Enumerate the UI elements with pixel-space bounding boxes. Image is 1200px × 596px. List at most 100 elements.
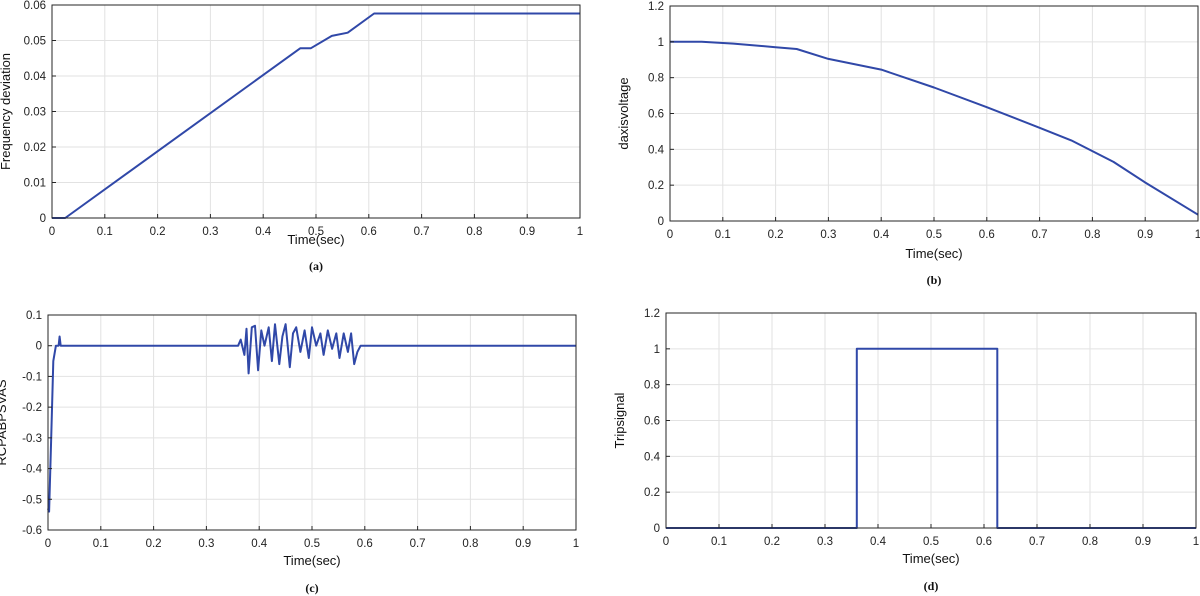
- x-tick-label-a: 0.8: [466, 226, 482, 238]
- x-ticks-c: 0 0.1 0.2 0.3 0.4 0.5 0.6 0.7 0.8 0.9 1: [45, 526, 579, 550]
- x-ticks-d: 0 0.1 0.2 0.3 0.4 0.5 0.6 0.7 0.8 0.9 1: [663, 524, 1199, 548]
- x-tick-label-c: 0.9: [515, 538, 531, 550]
- x-tick-label-b: 0: [667, 229, 673, 241]
- x-tick-label-a: 0.3: [202, 226, 218, 238]
- y-tick-label-b: 0.4: [648, 144, 665, 156]
- y-axis-label-c: RCPABPSVAS: [0, 379, 9, 466]
- series-line-a: [52, 12, 580, 219]
- y-tick-label-c: -0.5: [22, 494, 42, 506]
- x-tick-label-d: 0.2: [764, 536, 780, 548]
- x-tick-label-c: 0.7: [410, 538, 426, 550]
- y-tick-label-c: 0.1: [26, 310, 42, 322]
- y-tick-label-c: -0.4: [22, 464, 42, 476]
- x-tick-label-a: 0: [49, 226, 55, 238]
- grid-c: [47, 314, 577, 531]
- x-tick-label-d: 0.6: [976, 536, 992, 548]
- panel-d: 0 0.1 0.2 0.3 0.4 0.5 0.6 0.7 0.8 0.9 1 0 0.2 0.4 0.6…: [612, 308, 1199, 593]
- y-tick-label-b: 0.8: [648, 73, 664, 85]
- y-ticks-c: -0.6 -0.5 -0.4 -0.3 -0.2 -0.1 0 0.1: [22, 310, 52, 537]
- x-tick-label-d: 0: [663, 536, 669, 548]
- y-tick-label-b: 0: [658, 216, 664, 228]
- grid-b: [669, 5, 1199, 222]
- x-tick-label-d: 0.3: [817, 536, 833, 548]
- y-tick-label-c: -0.6: [22, 525, 42, 537]
- x-tick-label-c: 0.2: [146, 538, 162, 550]
- x-tick-label-a: 0.2: [150, 226, 166, 238]
- caption-d: (d): [924, 579, 939, 593]
- x-tick-label-d: 0.1: [711, 536, 727, 548]
- x-tick-label-b: 0.2: [768, 229, 784, 241]
- grid-d: [665, 312, 1197, 529]
- x-ticks-b: 0 0.1 0.2 0.3 0.4 0.5 0.6 0.7 0.8 0.9 1: [667, 217, 1200, 241]
- x-tick-label-b: 0.5: [926, 229, 942, 241]
- x-tick-label-c: 0.3: [198, 538, 214, 550]
- y-tick-label-d: 0.2: [644, 487, 660, 499]
- series-line-b: [670, 40, 1199, 216]
- grid-a: [51, 4, 581, 219]
- y-ticks-b: 0 0.2 0.4 0.6 0.8 1 1.2: [648, 1, 674, 228]
- y-tick-label-d: 0.4: [644, 451, 661, 463]
- y-tick-label-d: 1.2: [644, 308, 660, 320]
- series-line-c: [47, 323, 576, 513]
- y-tick-label-d: 0: [654, 523, 660, 535]
- panel-a: 0 0.1 0.2 0.3 0.4 0.5 0.6 0.7 0.8 0.9 1 0 0.01 0.02 0…: [0, 0, 583, 273]
- x-tick-label-d: 0.9: [1135, 536, 1151, 548]
- x-axis-label-a: Time(sec): [287, 232, 344, 247]
- x-axis-label-b: Time(sec): [905, 246, 962, 261]
- x-tick-label-d: 1: [1193, 536, 1199, 548]
- x-ticks-a: 0 0.1 0.2 0.3 0.4 0.5 0.6 0.7 0.8 0.9 1: [49, 214, 583, 238]
- x-tick-label-d: 0.8: [1082, 536, 1098, 548]
- x-axis-label-c: Time(sec): [283, 553, 340, 568]
- caption-c: (c): [305, 581, 318, 595]
- x-tick-label-b: 0.4: [873, 229, 890, 241]
- x-tick-label-d: 0.7: [1029, 536, 1045, 548]
- x-tick-label-a: 0.9: [519, 226, 535, 238]
- y-ticks-a: 0 0.01 0.02 0.03 0.04 0.05 0.06: [24, 0, 56, 225]
- y-tick-label-b: 1: [658, 37, 664, 49]
- x-tick-label-b: 0.3: [820, 229, 836, 241]
- x-tick-label-a: 0.7: [414, 226, 430, 238]
- y-tick-label-a: 0.05: [24, 36, 46, 48]
- caption-b: (b): [927, 273, 942, 287]
- x-tick-label-c: 0.6: [357, 538, 373, 550]
- x-tick-label-a: 0.4: [255, 226, 272, 238]
- x-tick-label-c: 0.8: [462, 538, 478, 550]
- y-axis-label-d: Tripsignal: [612, 392, 627, 448]
- series-a: [52, 12, 580, 219]
- y-tick-label-b: 0.2: [648, 180, 664, 192]
- x-tick-label-a: 0.6: [361, 226, 377, 238]
- y-tick-label-c: -0.3: [22, 433, 42, 445]
- x-tick-label-d: 0.5: [923, 536, 939, 548]
- y-tick-label-c: -0.1: [22, 371, 42, 383]
- x-tick-label-a: 1: [577, 226, 583, 238]
- panel-c: 0 0.1 0.2 0.3 0.4 0.5 0.6 0.7 0.8 0.9 1 -0.6-0.5-0…: [0, 310, 579, 595]
- series-c: [47, 323, 576, 513]
- y-ticks-d: 0 0.2 0.4 0.6 0.8 1 1.2: [644, 308, 670, 535]
- y-tick-label-b: 1.2: [648, 1, 664, 13]
- y-tick-label-b: 0.6: [648, 109, 664, 121]
- y-tick-label-a: 0.01: [24, 178, 46, 190]
- y-tick-label-d: 1: [654, 344, 660, 356]
- y-tick-label-a: 0: [40, 213, 46, 225]
- x-tick-label-c: 0.4: [251, 538, 268, 550]
- x-tick-label-b: 0.7: [1032, 229, 1048, 241]
- y-tick-label-a: 0.04: [24, 71, 47, 83]
- y-axis-label-a: Frequency deviation: [0, 53, 13, 170]
- x-tick-label-b: 0.1: [715, 229, 731, 241]
- y-tick-label-a: 0.02: [24, 142, 46, 154]
- x-tick-label-c: 0: [45, 538, 51, 550]
- x-tick-label-d: 0.4: [870, 536, 887, 548]
- x-tick-label-c: 1: [573, 538, 579, 550]
- x-tick-label-b: 0.8: [1084, 229, 1100, 241]
- y-tick-label-d: 0.8: [644, 380, 660, 392]
- y-tick-label-a: 0.03: [24, 107, 46, 119]
- x-axis-label-d: Time(sec): [902, 551, 959, 566]
- x-tick-label-b: 1: [1195, 229, 1200, 241]
- x-tick-label-a: 0.5: [308, 226, 324, 238]
- x-tick-label-b: 0.6: [979, 229, 995, 241]
- panel-b: 0 0.1 0.2 0.3 0.4 0.5 0.6 0.7 0.8 0.9 1 0 0.2 0.4 0.6…: [616, 1, 1200, 287]
- x-tick-label-a: 0.1: [97, 226, 113, 238]
- y-axis-label-b: daxisvoltage: [616, 77, 631, 149]
- series-b: [670, 40, 1199, 216]
